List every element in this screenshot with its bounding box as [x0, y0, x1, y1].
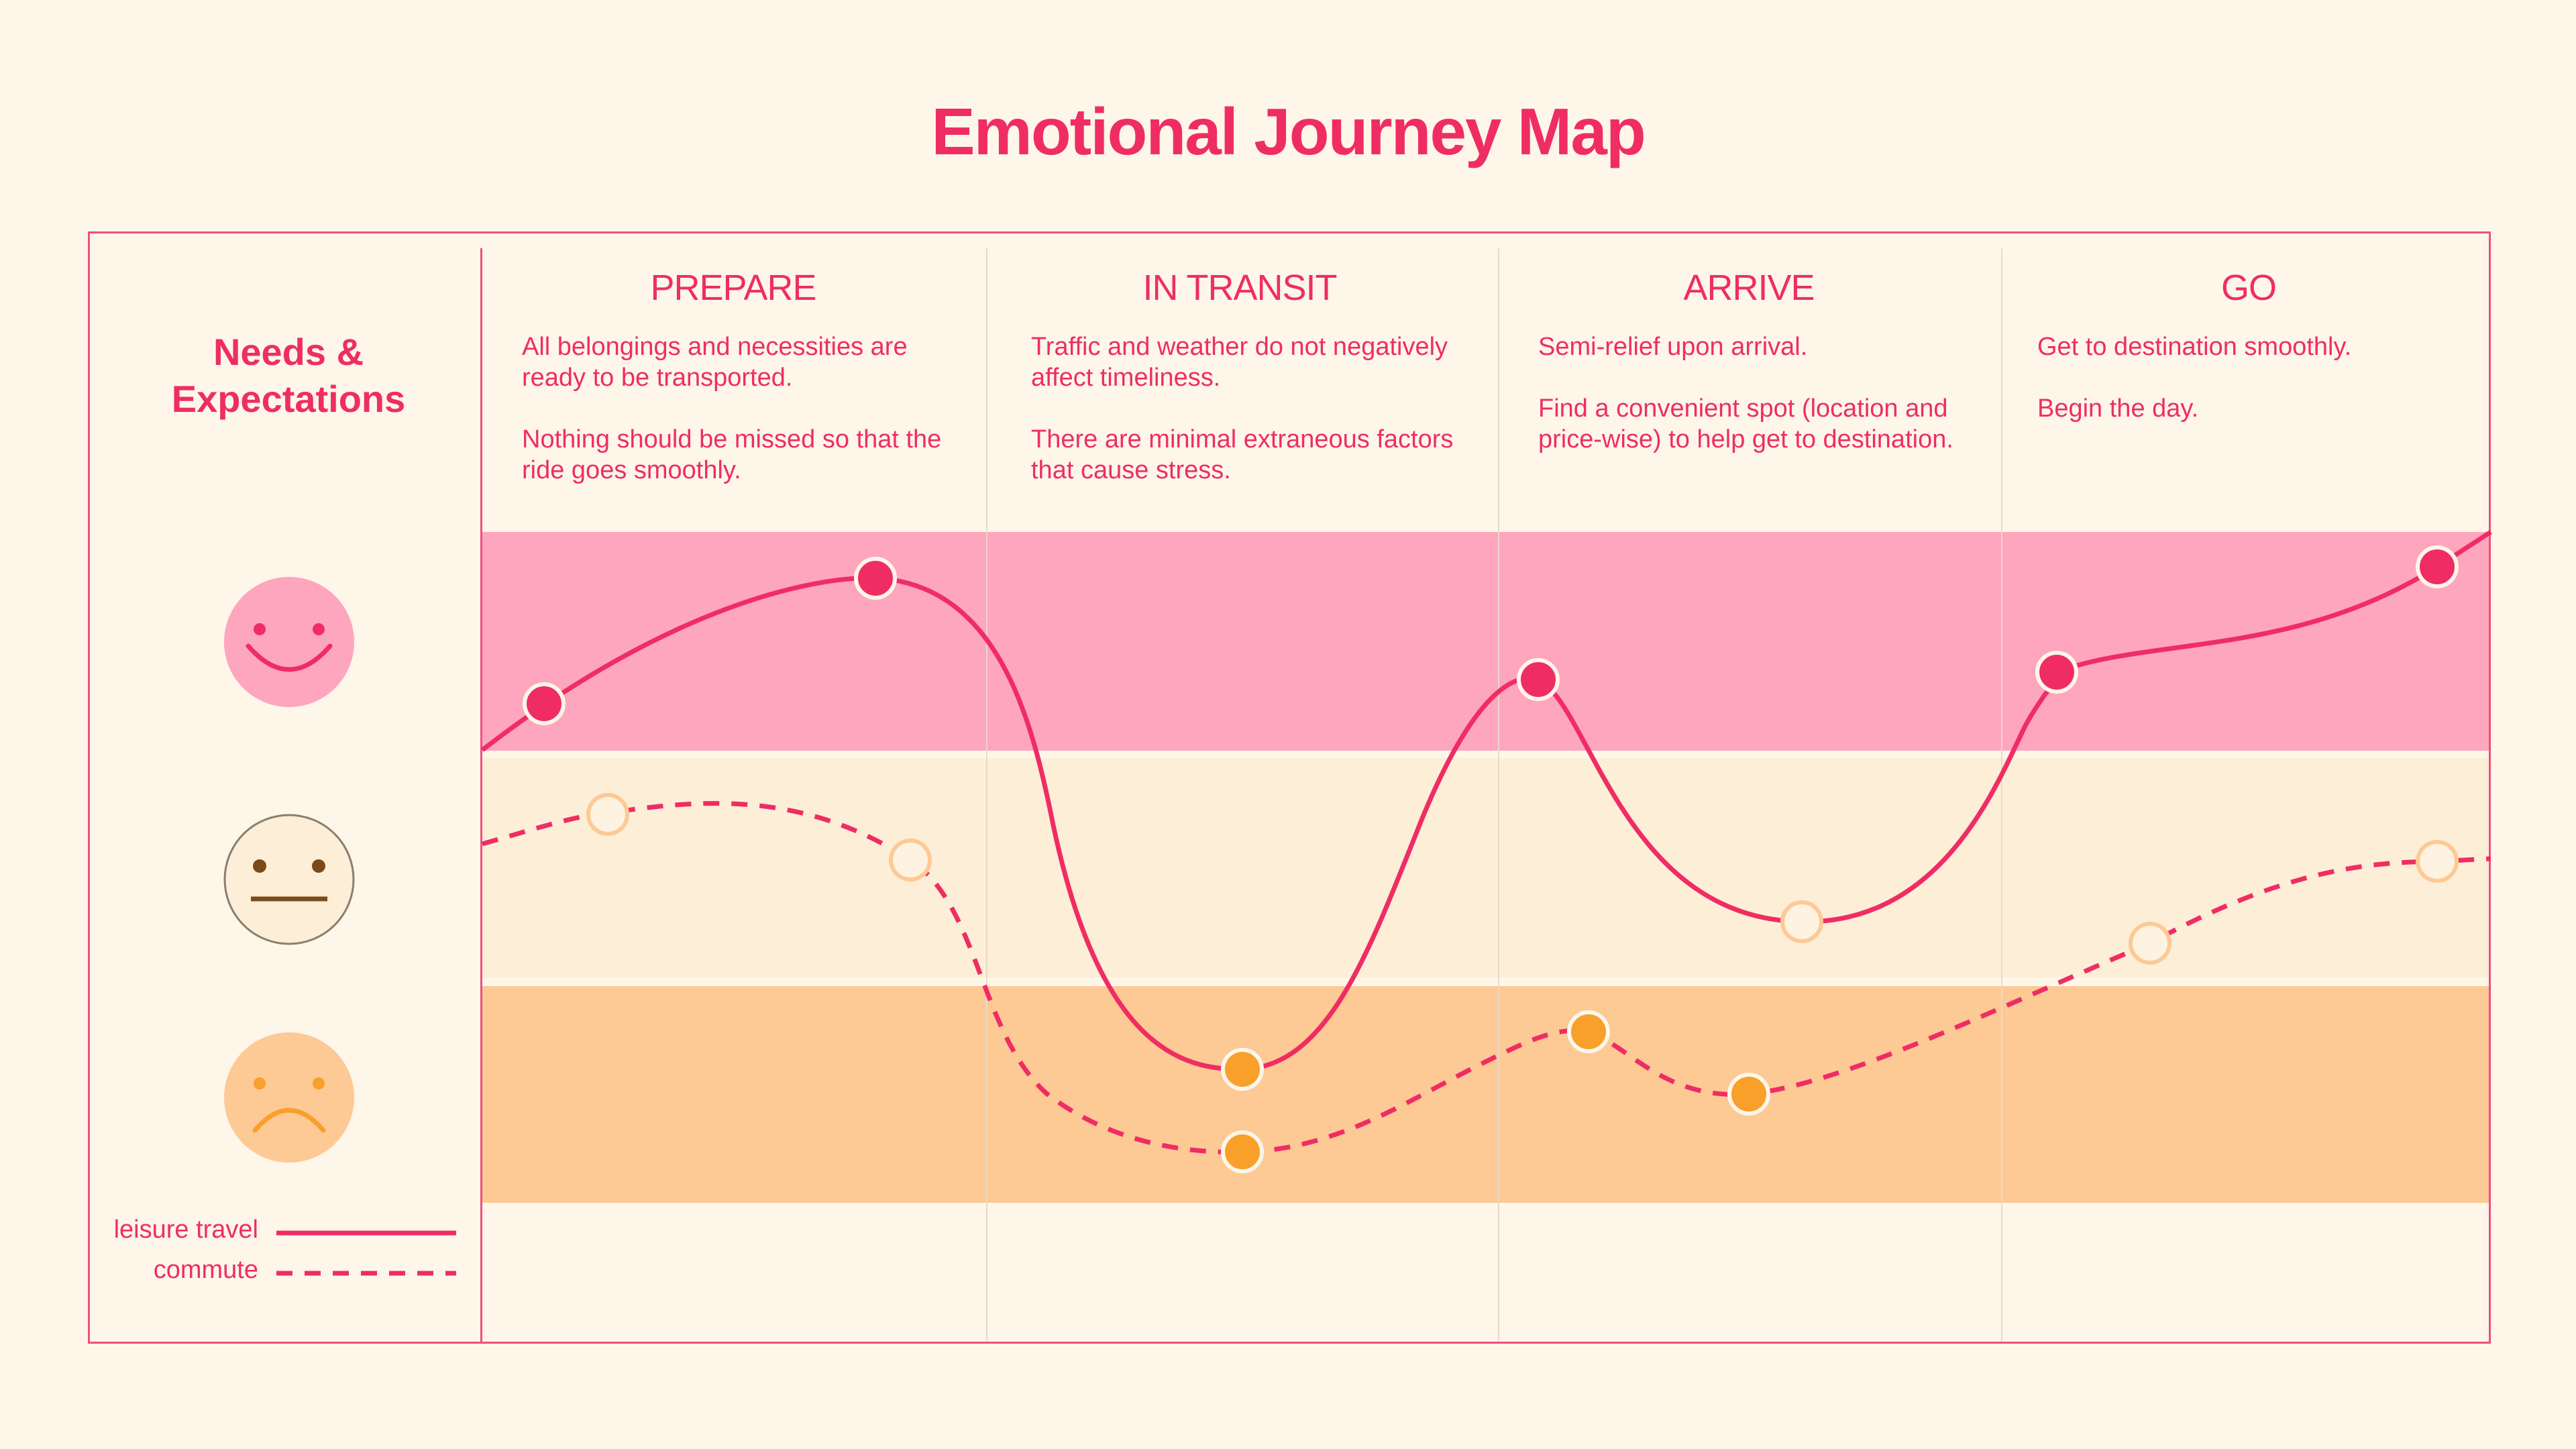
legend-commute-line — [276, 1271, 456, 1276]
needs-expectations-heading: Needs & Expectations — [121, 329, 456, 423]
commute-point — [586, 793, 629, 836]
commute-curve — [482, 801, 2491, 1155]
leisure-point — [523, 682, 566, 725]
phase-go-text: Get to destination smoothly. Begin the d… — [2037, 331, 2493, 455]
phase-in-transit-label: IN TRANSIT — [1142, 268, 1337, 308]
needs-heading-line1: Needs & — [213, 331, 364, 373]
leisure-travel-curve — [480, 530, 2492, 1072]
sad-face-icon — [224, 1032, 354, 1163]
leisure-point — [2416, 545, 2459, 588]
leisure-point — [1517, 658, 1560, 701]
happy-face-icon — [224, 577, 354, 707]
leisure-point — [854, 557, 897, 600]
phase-prepare-label: PREPARE — [650, 268, 816, 308]
leisure-point — [1780, 900, 1823, 943]
commute-point — [1727, 1073, 1770, 1116]
legend-commute-label: commute — [153, 1256, 258, 1284]
phase-arrive-label: ARRIVE — [1683, 268, 1815, 308]
phase-paragraph: There are minimal extraneous factors tha… — [1031, 425, 1454, 484]
page-title: Emotional Journey Map — [931, 95, 1646, 168]
journey-map-frame — [88, 231, 2491, 1344]
phase-go-label: GO — [2220, 268, 2277, 308]
legend-leisure-line — [276, 1230, 456, 1236]
sad-band — [482, 986, 2491, 1203]
commute-point — [2129, 922, 2171, 965]
phase-in-transit-text: Traffic and weather do not negatively af… — [1031, 331, 1487, 517]
commute-point — [1567, 1010, 1610, 1053]
phase-paragraph: All belongings and necessities are ready… — [522, 333, 908, 392]
phase-divider — [2001, 248, 2002, 1342]
leisure-point — [1221, 1048, 1264, 1091]
commute-point — [1221, 1130, 1264, 1173]
phase-paragraph: Nothing should be missed so that the rid… — [522, 425, 942, 484]
phase-arrive-text: Semi-relief upon arrival. Find a conveni… — [1538, 331, 1994, 486]
commute-point — [2416, 840, 2459, 883]
phase-prepare-text: All belongings and necessities are ready… — [522, 331, 978, 517]
phase-divider — [1498, 248, 1499, 1342]
legend-leisure-label: leisure travel — [113, 1216, 258, 1244]
sidebar-divider — [480, 248, 482, 1344]
neutral-face-icon — [223, 814, 355, 945]
leisure-point — [2035, 651, 2078, 694]
phase-divider — [986, 248, 987, 1342]
needs-heading-line2: Expectations — [171, 378, 406, 420]
phase-paragraph: Traffic and weather do not negatively af… — [1031, 333, 1448, 392]
happy-band — [482, 532, 2491, 751]
phase-paragraph: Begin the day. — [2037, 394, 2199, 423]
commute-point — [889, 839, 932, 881]
phase-paragraph: Semi-relief upon arrival. — [1538, 333, 1808, 361]
phase-paragraph: Get to destination smoothly. — [2037, 333, 2352, 361]
phase-paragraph: Find a convenient spot (location and pri… — [1538, 394, 1953, 453]
